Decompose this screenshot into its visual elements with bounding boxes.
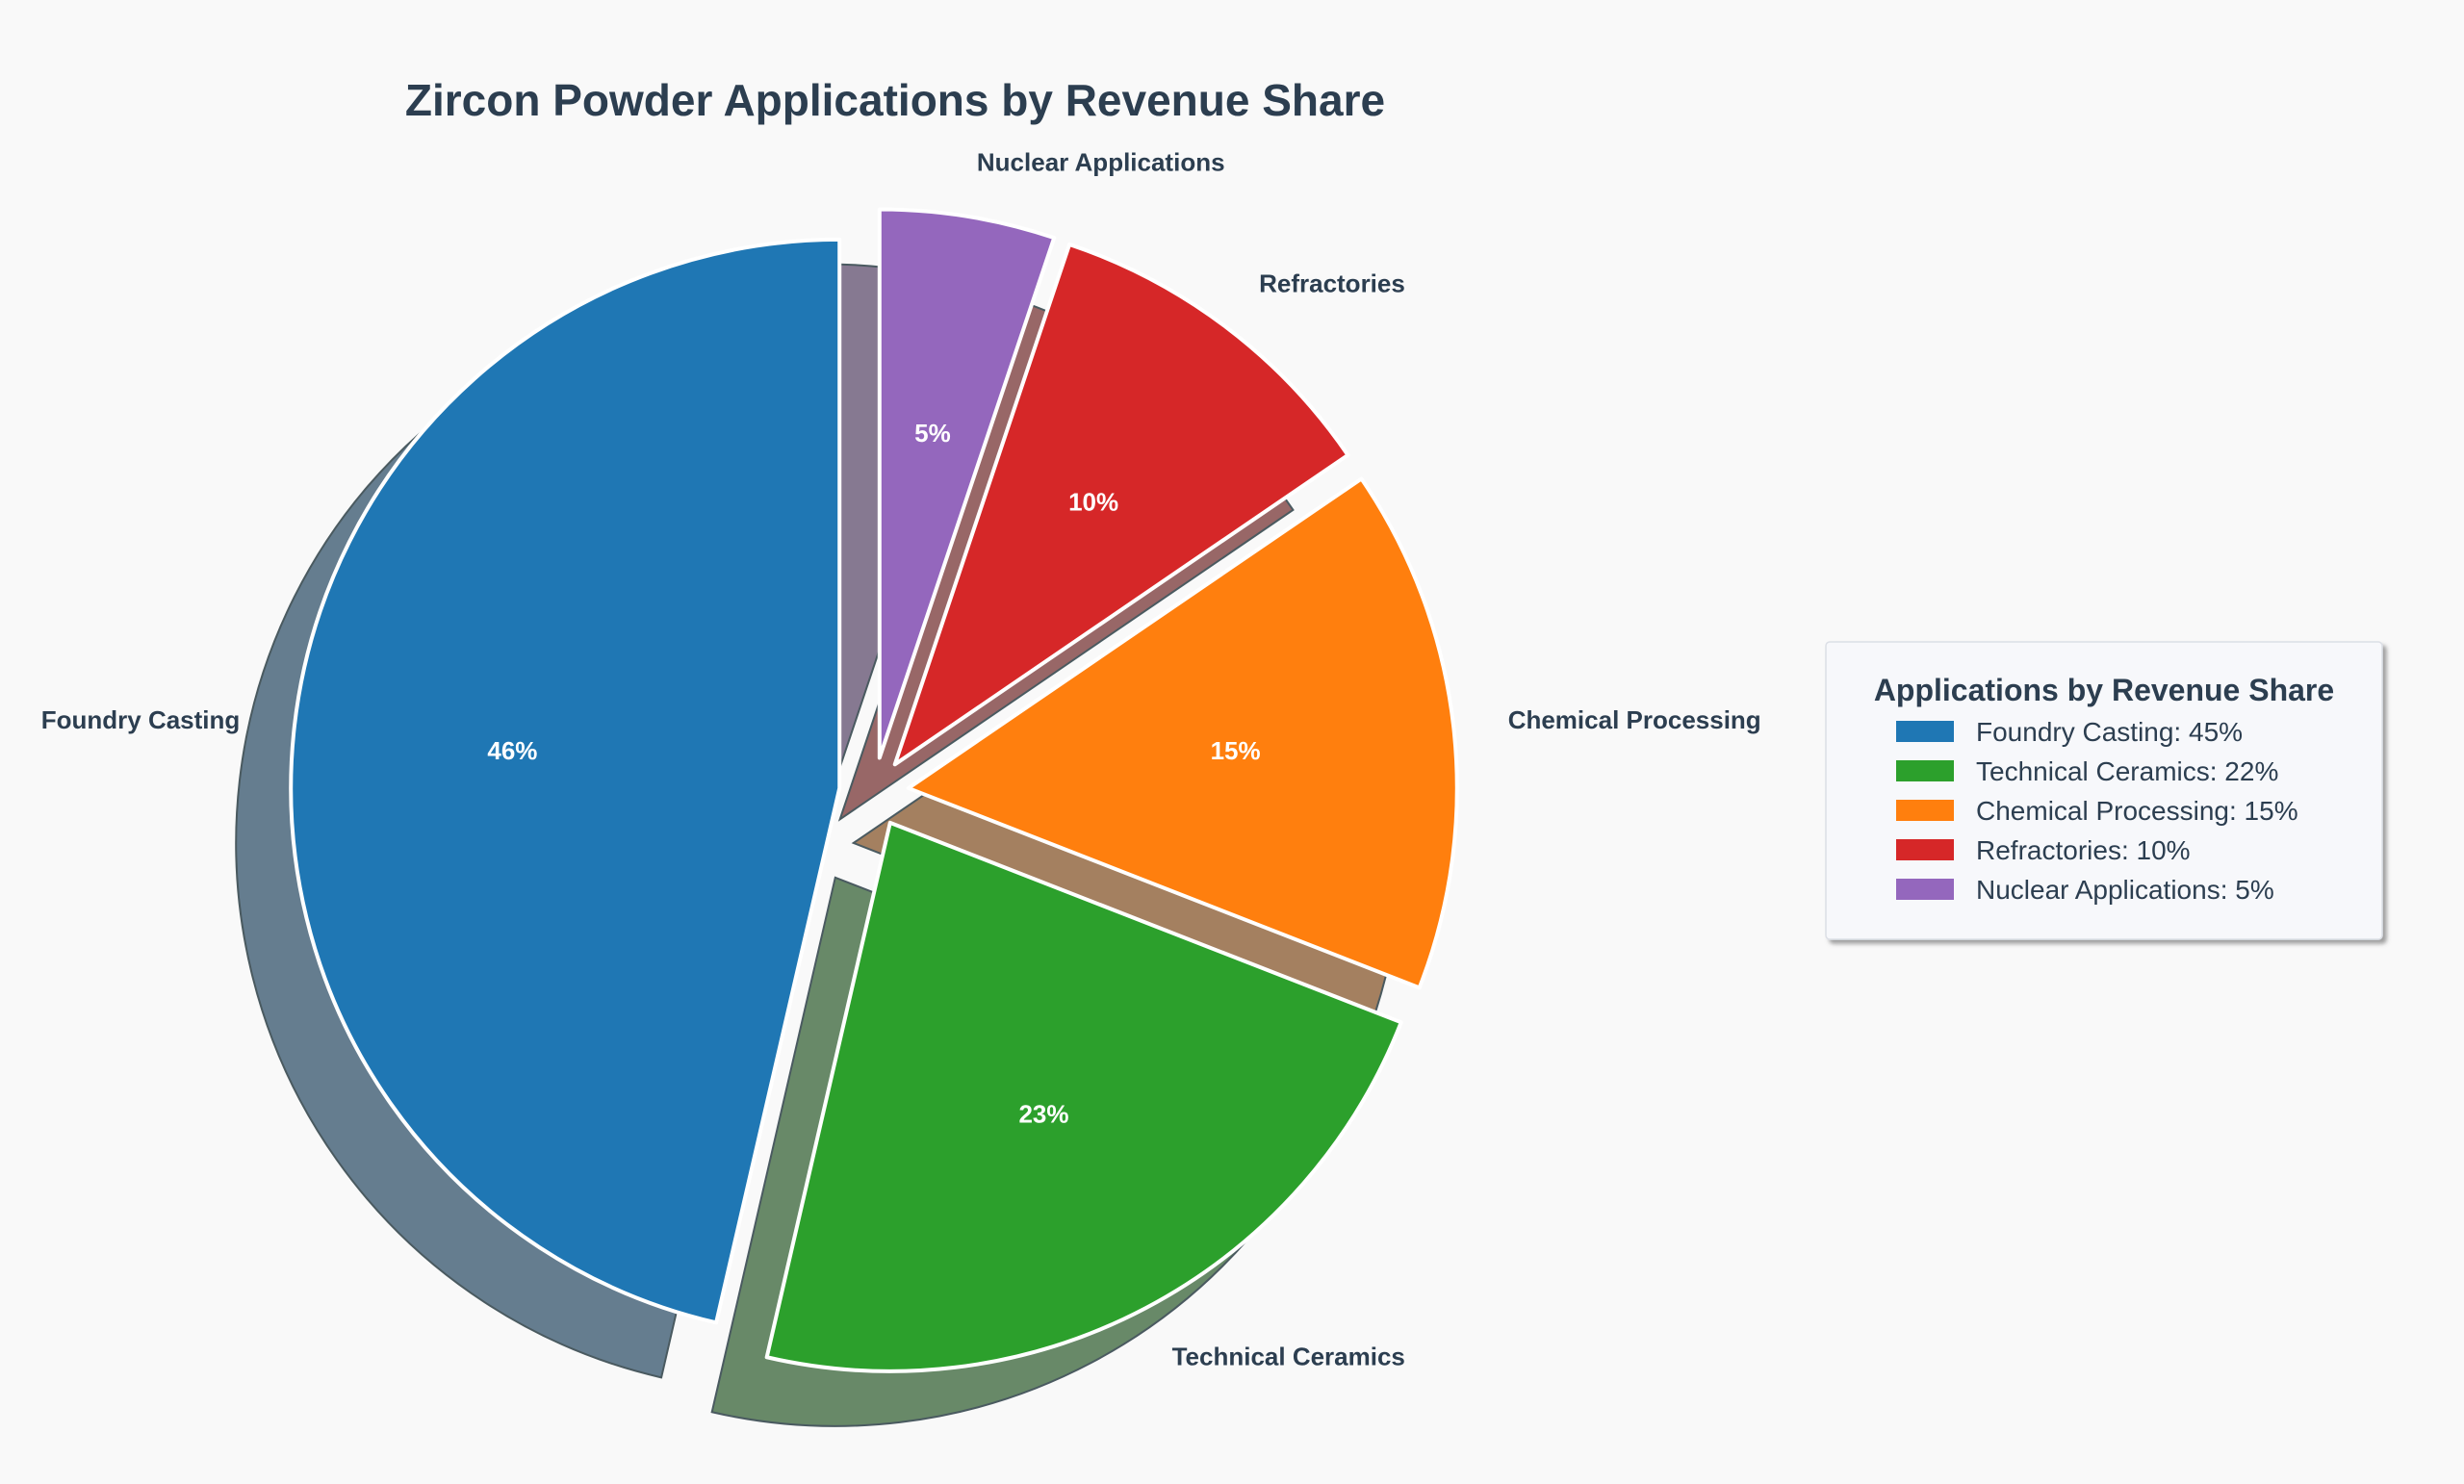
legend-title: Applications by Revenue Share (1874, 673, 2334, 707)
legend-label-refractories: Refractories: 10% (1976, 835, 2191, 865)
legend-label-foundry-casting: Foundry Casting: 45% (1976, 717, 2243, 747)
percent-label-refractories: 10% (1068, 488, 1118, 517)
legend-swatch-foundry-casting (1896, 721, 1954, 742)
legend: Applications by Revenue Share Foundry Ca… (1825, 641, 2383, 940)
legend-swatch-technical-ceramics (1896, 760, 1954, 781)
chart-title: Zircon Powder Applications by Revenue Sh… (405, 75, 1385, 125)
percent-label-technical-ceramics: 23% (1018, 1099, 1068, 1128)
category-label-technical-ceramics: Technical Ceramics (1172, 1342, 1405, 1370)
percent-label-nuclear-applications: 5% (914, 419, 951, 448)
slice-nuclear-applications[interactable] (877, 207, 1057, 760)
legend-swatch-refractories (1896, 839, 1954, 860)
legend-label-nuclear-applications: Nuclear Applications: 5% (1976, 875, 2274, 905)
pie-category-labels: Foundry Casting Technical Ceramics Chemica… (41, 148, 1761, 1371)
legend-swatch-nuclear-applications (1896, 879, 1954, 900)
legend-label-chemical-processing: Chemical Processing: 15% (1976, 796, 2298, 826)
category-label-foundry-casting: Foundry Casting (41, 705, 241, 734)
category-label-refractories: Refractories (1259, 269, 1405, 297)
category-label-nuclear-applications: Nuclear Applications (977, 148, 1225, 177)
percent-label-chemical-processing: 15% (1211, 736, 1261, 765)
pie-percent-labels: 46% 23% 15% 10% 5% (487, 419, 1260, 1128)
slice-refractories[interactable] (892, 242, 1350, 767)
legend-label-technical-ceramics: Technical Ceramics: 22% (1976, 756, 2278, 786)
legend-swatch-chemical-processing (1896, 800, 1954, 821)
slice-foundry-casting[interactable] (289, 237, 842, 1325)
slice-technical-ceramics[interactable] (764, 820, 1403, 1373)
legend-items: Foundry Casting: 45% Technical Ceramics: … (1896, 717, 2298, 905)
slice-chemical-processing[interactable] (906, 476, 1459, 990)
category-label-chemical-processing: Chemical Processing (1508, 705, 1761, 734)
percent-label-foundry-casting: 46% (487, 736, 537, 765)
pie-slices (289, 207, 1459, 1373)
legend-frame (1825, 641, 2383, 940)
